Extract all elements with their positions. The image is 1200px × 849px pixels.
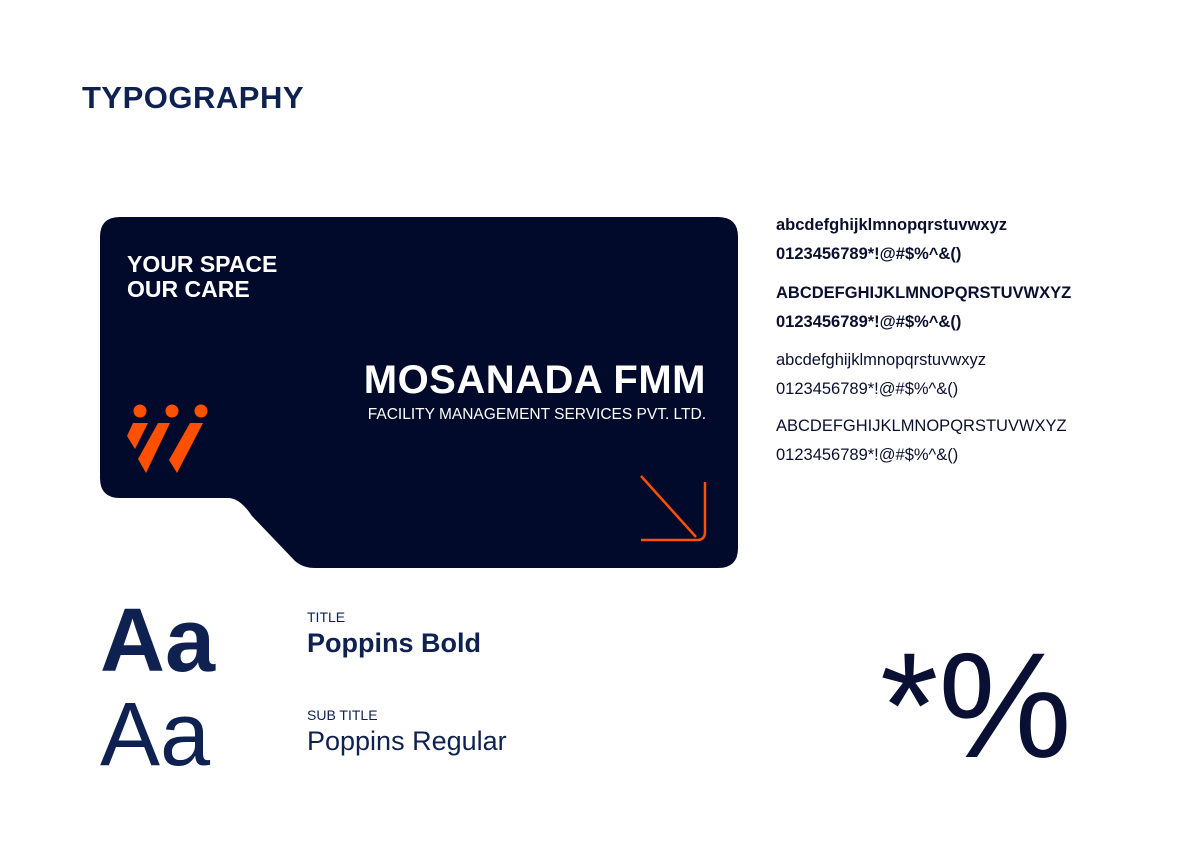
title-label: TITLE: [307, 609, 346, 625]
bold-uppercase-specimen: ABCDEFGHIJKLMNOPQRSTUVWXYZ: [776, 284, 1072, 302]
brand-subtitle: FACILITY MANAGEMENT SERVICES PVT. LTD.: [367, 406, 706, 423]
regular-lowercase-specimen: abcdefghijklmnopqrstuvwxyz: [776, 351, 987, 369]
bold-lowercase-specimen: abcdefghijklmnopqrstuvwxyz: [776, 216, 1008, 234]
title-font-name: Poppins Bold: [307, 628, 481, 658]
tagline-line-1: YOUR SPACE: [127, 251, 278, 277]
subtitle-font-name: Poppins Regular: [307, 726, 507, 756]
bold-digits-specimen-2: 0123456789*!@#$%^&(): [776, 313, 962, 331]
symbols-sample: *%: [880, 621, 1072, 789]
brand-name: MOSANADA FMM: [363, 358, 706, 402]
tagline-line-2: OUR CARE: [127, 276, 250, 302]
regular-digits-specimen: 0123456789*!@#$%^&(): [776, 380, 959, 398]
regular-sample: Aa: [100, 685, 211, 785]
regular-digits-specimen-2: 0123456789*!@#$%^&(): [776, 446, 959, 464]
bold-sample: Aa: [100, 591, 216, 691]
bold-digits-specimen: 0123456789*!@#$%^&(): [776, 245, 962, 263]
arrow-down-right-icon: [640, 475, 707, 542]
regular-uppercase-specimen: ABCDEFGHIJKLMNOPQRSTUVWXYZ: [776, 417, 1067, 435]
page-title: TYPOGRAPHY: [82, 80, 305, 115]
subtitle-label: SUB TITLE: [307, 707, 378, 723]
brand-card: [100, 217, 738, 568]
three-figures-logo-icon: [127, 404, 208, 473]
